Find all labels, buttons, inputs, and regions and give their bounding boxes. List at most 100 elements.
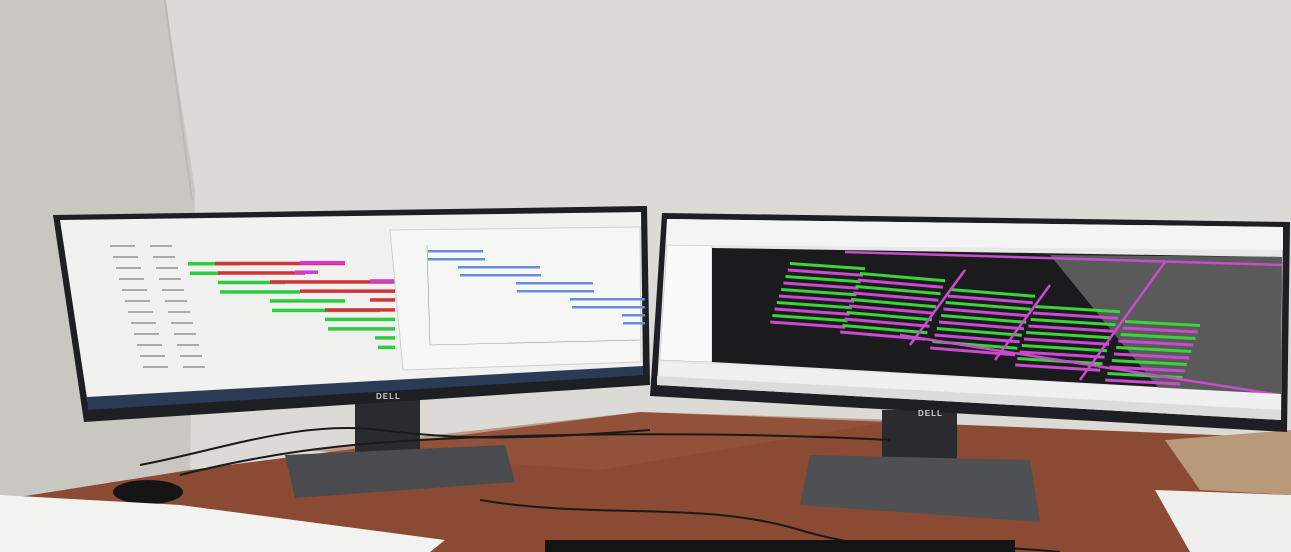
table-text bbox=[134, 333, 159, 335]
mouse bbox=[113, 480, 183, 504]
chart-axis bbox=[426, 244, 431, 346]
gantt-bar bbox=[270, 280, 395, 284]
cable bbox=[139, 427, 651, 466]
solar-row bbox=[770, 320, 846, 329]
solar-row bbox=[1021, 344, 1107, 353]
gantt-bar bbox=[295, 270, 318, 274]
chart-bar bbox=[458, 266, 540, 269]
solar-row bbox=[1116, 346, 1192, 353]
table-text bbox=[125, 300, 150, 302]
gantt-bar bbox=[370, 298, 395, 302]
table-text bbox=[168, 311, 190, 313]
right-stand-base bbox=[800, 455, 1040, 522]
table-text bbox=[137, 344, 162, 346]
popup-bar-chart bbox=[426, 244, 645, 346]
solar-row bbox=[851, 298, 937, 309]
book bbox=[1165, 430, 1291, 495]
solar-row bbox=[1024, 337, 1109, 346]
solar-row bbox=[939, 320, 1024, 331]
chart-bar bbox=[623, 322, 645, 325]
road-line bbox=[1078, 261, 1167, 381]
solar-row bbox=[783, 281, 859, 290]
solar-row bbox=[1028, 324, 1114, 333]
table-text bbox=[174, 333, 196, 335]
solar-row bbox=[776, 301, 852, 310]
right-dell-logo: DELL bbox=[918, 409, 943, 418]
gantt-bar bbox=[218, 280, 285, 285]
solar-row bbox=[945, 301, 1031, 311]
gantt-bar bbox=[328, 327, 395, 331]
chart-bar bbox=[460, 274, 541, 277]
solar-row bbox=[947, 294, 1033, 305]
desk bbox=[0, 412, 1291, 552]
solar-row bbox=[1118, 339, 1194, 347]
solar-row bbox=[1122, 326, 1198, 334]
solar-row bbox=[774, 307, 850, 316]
gantt-bar bbox=[300, 260, 345, 265]
table-text bbox=[159, 278, 181, 280]
table-text bbox=[153, 256, 175, 258]
ribbon-toolbar bbox=[667, 219, 1283, 250]
gantt-bar bbox=[215, 261, 345, 266]
solar-row bbox=[950, 288, 1035, 298]
chart-axis bbox=[429, 339, 641, 346]
solar-row bbox=[1026, 331, 1112, 340]
solar-row bbox=[1032, 311, 1118, 320]
left-stand-base bbox=[285, 445, 515, 498]
solar-row bbox=[1114, 352, 1189, 360]
solar-row bbox=[785, 275, 861, 284]
table-text bbox=[156, 267, 178, 269]
table-text bbox=[143, 366, 168, 368]
chart-bar bbox=[428, 250, 483, 253]
solar-row bbox=[860, 272, 945, 283]
chart-popup-window bbox=[389, 226, 642, 371]
chart-bar bbox=[572, 306, 645, 309]
table-text bbox=[150, 245, 172, 247]
gantt-bar bbox=[325, 308, 395, 312]
solar-row bbox=[930, 346, 1016, 357]
solar-row bbox=[1125, 320, 1200, 327]
right-taskbar bbox=[657, 376, 1281, 420]
table-text bbox=[113, 256, 138, 258]
road-line bbox=[993, 284, 1052, 361]
gantt-bar bbox=[190, 271, 220, 275]
solar-row bbox=[855, 285, 941, 296]
solar-row bbox=[781, 288, 857, 297]
solar-row bbox=[1030, 318, 1116, 327]
solar-row bbox=[779, 294, 854, 303]
solar-row bbox=[790, 262, 865, 271]
road-line bbox=[908, 269, 967, 346]
gantt-bar bbox=[375, 336, 395, 340]
keyboard bbox=[545, 540, 1015, 552]
chart-bar bbox=[428, 258, 485, 261]
table-text bbox=[116, 267, 141, 269]
solar-row bbox=[943, 307, 1029, 318]
left-taskbar bbox=[87, 366, 643, 410]
table-text bbox=[177, 344, 199, 346]
wall-corner-edge bbox=[164, 0, 193, 201]
solar-row bbox=[857, 278, 943, 289]
gantt-bar bbox=[378, 345, 395, 350]
table-text bbox=[165, 300, 187, 302]
table-text bbox=[128, 311, 153, 313]
solar-row bbox=[1120, 333, 1196, 340]
paper-stack-right bbox=[1155, 490, 1291, 552]
chart-bar bbox=[570, 298, 645, 301]
table-text bbox=[110, 245, 135, 247]
solar-row bbox=[853, 291, 939, 302]
cable bbox=[179, 433, 891, 476]
solar-row bbox=[846, 311, 932, 322]
gantt-bar bbox=[300, 289, 395, 293]
solar-row bbox=[849, 304, 934, 315]
solar-row bbox=[1109, 365, 1185, 373]
road-line bbox=[844, 250, 1283, 267]
table-text bbox=[122, 289, 147, 291]
solar-row bbox=[936, 327, 1022, 337]
table-text bbox=[183, 366, 205, 368]
table-text bbox=[180, 355, 202, 357]
paper-stack bbox=[0, 495, 445, 552]
chart-bar bbox=[516, 282, 593, 285]
gantt-bar bbox=[270, 299, 345, 303]
chart-bar bbox=[622, 314, 645, 317]
gantt-bar bbox=[188, 262, 240, 266]
